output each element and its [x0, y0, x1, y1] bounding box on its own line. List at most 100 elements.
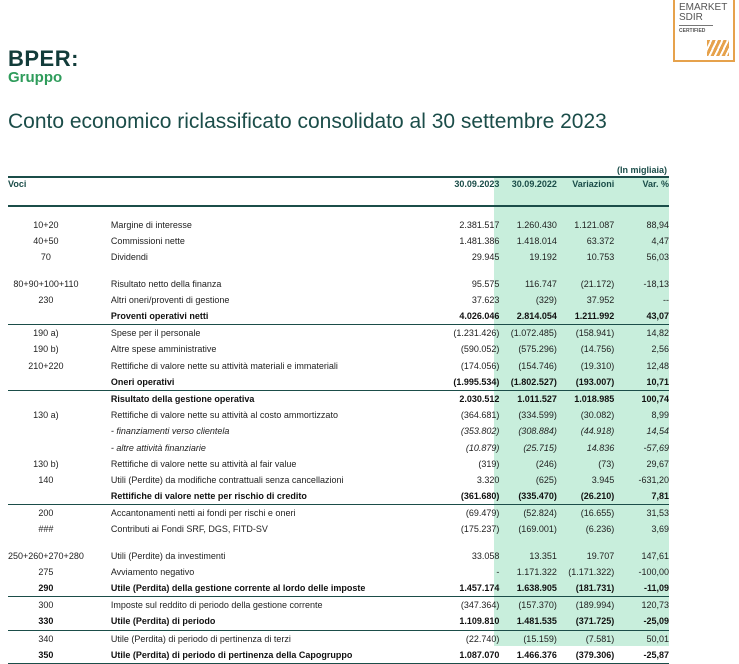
value-variazione: (21.172) — [580, 278, 615, 289]
row-label: Proventi operativi netti — [110, 311, 209, 322]
value-2022: 1.171.322 — [516, 566, 557, 577]
value-2023: 4.026.046 — [459, 311, 500, 322]
value-variazione: 1.121.087 — [574, 220, 615, 231]
value-2023: (1.995.534) — [453, 376, 500, 387]
table-row: 80+90+100+110 Risultato netto della finan… — [8, 276, 669, 292]
value-var-pct: 31,53 — [646, 508, 669, 519]
value-2022: 19.192 — [529, 252, 557, 263]
value-2022: (575.296) — [518, 344, 557, 355]
value-2023: (174.056) — [460, 360, 500, 371]
row-label: Contributi ai Fondi SRF, DGS, FITD-SV — [110, 524, 268, 535]
value-2022: 13.351 — [529, 550, 557, 561]
value-2023: 1.109.810 — [459, 616, 500, 627]
table-row: - altre attività finanziarie (10.879) (25.… — [8, 439, 669, 455]
row-code: 290 — [38, 583, 54, 594]
highlight-column — [494, 176, 669, 646]
row-label: Risultato netto della finanza — [110, 278, 222, 289]
table-row: 140 Utili (Perdite) da modifiche contratt… — [8, 472, 669, 488]
value-2023: 3.320 — [476, 474, 500, 485]
table-row: 290 Utile (Perdita) della gestione corren… — [8, 580, 669, 597]
value-2023: (22.740) — [465, 633, 500, 644]
table-row: 275 Avviamento negativo - 1.171.322 (1.171.3… — [8, 564, 669, 580]
row-code: 80+90+100+110 — [13, 278, 79, 289]
page-title: Conto economico riclassificato consolida… — [8, 110, 607, 133]
value-2023: 29.945 — [471, 252, 500, 263]
table-row: 200 Accantonamenti netti ai fondi per ris… — [8, 505, 669, 522]
table-row: 40+50 Commissioni nette 1.481.386 1.418.014… — [8, 233, 669, 249]
table-row: 250+260+270+280 Utili (Perdite) da invest… — [8, 548, 669, 564]
row-label: Rettifiche di valore nette su attività m… — [110, 360, 338, 371]
value-variazione: 3.945 — [591, 474, 615, 485]
row-code — [8, 308, 84, 325]
value-2022: (246) — [535, 458, 557, 469]
row-code: 200 — [38, 508, 54, 519]
value-2022: (169.001) — [518, 524, 557, 535]
row-code: 130 b) — [33, 458, 59, 469]
table-row: 350 Utile (Perdita) di periodo di pertine… — [8, 647, 669, 664]
value-variazione: 14.836 — [586, 442, 615, 453]
value-2022: (334.599) — [518, 410, 557, 421]
value-2023: (590.052) — [460, 344, 500, 355]
row-label: Rettifiche di valore nette per rischio d… — [110, 491, 307, 502]
header-voci: Voci — [8, 179, 27, 189]
row-code: 190 a) — [33, 328, 59, 339]
row-label: Altri oneri/proventi di gestione — [110, 294, 230, 305]
value-2022: (335.470) — [518, 491, 557, 502]
row-code: ### — [38, 524, 54, 535]
value-2023: 1.087.070 — [459, 649, 500, 660]
table-row: 10+20 Margine di interesse 2.381.517 1.260.… — [8, 217, 669, 233]
value-variazione: (379.306) — [575, 649, 615, 660]
value-2022: (329) — [535, 294, 557, 305]
row-label: Rettifiche di valore nette su attività a… — [110, 410, 338, 421]
value-2022: 1.011.527 — [517, 393, 557, 404]
value-2023: 2.381.517 — [459, 220, 500, 231]
value-var-pct: 4,47 — [651, 236, 669, 247]
table-row: 130 a) Rettifiche di valore nette su atti… — [8, 407, 669, 423]
value-2023: (347.364) — [460, 600, 500, 611]
spacer — [8, 206, 669, 217]
value-2022: (625) — [535, 474, 557, 485]
row-label: Utili (Perdite) da modifiche contrattual… — [110, 474, 344, 485]
value-2023: 37.623 — [471, 294, 500, 305]
badge-line2: SDIR — [679, 12, 703, 23]
value-2023: (353.802) — [460, 426, 500, 437]
table-row: - finanziamenti verso clientela (353.802)… — [8, 423, 669, 439]
value-variazione: (181.731) — [575, 583, 615, 594]
row-label: Risultato della gestione operativa — [110, 393, 255, 404]
value-variazione: (16.655) — [580, 508, 615, 519]
table-row: 300 Imposte sul reddito di periodo della … — [8, 597, 669, 614]
value-2022: 1.418.014 — [516, 236, 557, 247]
header-spacer — [8, 193, 669, 206]
emarket-sdir-badge: EMARKET SDIR CERTIFIED — [673, 0, 735, 62]
table-row: Proventi operativi netti 4.026.046 2.814.0… — [8, 308, 669, 325]
income-statement-table: Voci 30.09.2023 30.09.2022 Variazioni Va… — [8, 176, 669, 664]
value-2023: (361.680) — [460, 491, 500, 502]
value-var-pct: 120,73 — [641, 600, 669, 611]
row-label: Accantonamenti netti ai fondi per rischi… — [110, 508, 296, 519]
logo-brand: BPER: — [8, 46, 79, 71]
row-code: 330 — [38, 616, 54, 627]
value-var-pct: 8,99 — [651, 410, 669, 421]
value-var-pct: 14,82 — [646, 328, 669, 339]
row-code: 340 — [38, 633, 54, 644]
value-var-pct: -57,69 — [643, 442, 669, 453]
row-code: 250+260+270+280 — [8, 550, 84, 561]
bper-logo: BPER: Gruppo — [8, 48, 79, 86]
row-label: Avviamento negativo — [110, 566, 195, 577]
value-var-pct: 56,03 — [646, 252, 669, 263]
row-label: Margine di interesse — [110, 220, 192, 231]
value-var-pct: 2,56 — [651, 344, 669, 355]
table-row: Risultato della gestione operativa 2.030.… — [8, 390, 669, 407]
value-var-pct: -11,09 — [643, 583, 669, 594]
row-code — [8, 374, 84, 391]
value-2023: 33.058 — [471, 550, 500, 561]
value-2023: 95.575 — [471, 278, 500, 289]
header-blank — [84, 177, 442, 193]
value-2022: (157.370) — [518, 600, 557, 611]
value-var-pct: 29,67 — [646, 458, 669, 469]
value-var-pct: 12,48 — [646, 360, 669, 371]
value-2022: (1.072.485) — [510, 328, 557, 339]
value-2023: (319) — [478, 458, 500, 469]
row-code: 230 — [38, 294, 54, 305]
value-var-pct: 3,69 — [651, 524, 669, 535]
